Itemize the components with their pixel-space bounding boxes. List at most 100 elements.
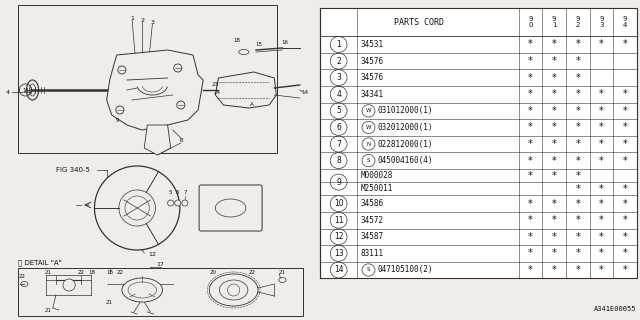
Circle shape bbox=[118, 66, 126, 74]
Text: 14: 14 bbox=[301, 90, 308, 94]
Text: M000028: M000028 bbox=[360, 171, 393, 180]
Text: 10: 10 bbox=[334, 199, 344, 208]
Circle shape bbox=[63, 279, 75, 291]
Text: *: * bbox=[623, 106, 627, 116]
Text: *: * bbox=[575, 139, 580, 149]
Text: FIG 340-5: FIG 340-5 bbox=[56, 167, 90, 173]
Text: 11: 11 bbox=[22, 87, 29, 92]
Text: *: * bbox=[599, 265, 604, 275]
Text: *: * bbox=[623, 139, 627, 149]
Text: *: * bbox=[599, 106, 604, 116]
Text: *: * bbox=[599, 199, 604, 209]
Bar bbox=[19, 268, 303, 316]
Text: 022812000(1): 022812000(1) bbox=[378, 140, 433, 148]
Text: *: * bbox=[623, 265, 627, 275]
Text: 9: 9 bbox=[116, 117, 120, 123]
Text: *: * bbox=[575, 39, 580, 50]
Circle shape bbox=[177, 101, 185, 109]
Ellipse shape bbox=[209, 274, 258, 306]
Text: *: * bbox=[599, 248, 604, 258]
Text: 34531: 34531 bbox=[360, 40, 383, 49]
Text: M250011: M250011 bbox=[360, 184, 393, 193]
Text: *: * bbox=[528, 89, 533, 99]
Text: 16: 16 bbox=[281, 39, 288, 44]
Text: *: * bbox=[528, 73, 533, 83]
Text: *: * bbox=[623, 184, 627, 194]
Text: *: * bbox=[552, 39, 557, 50]
Text: 4: 4 bbox=[6, 90, 10, 94]
Text: 9
2: 9 2 bbox=[575, 16, 580, 28]
Text: *: * bbox=[552, 123, 557, 132]
Circle shape bbox=[116, 106, 124, 114]
Text: *: * bbox=[575, 248, 580, 258]
Text: *: * bbox=[528, 106, 533, 116]
Text: *: * bbox=[575, 184, 580, 194]
Text: 7: 7 bbox=[183, 190, 187, 196]
Text: *: * bbox=[575, 215, 580, 225]
Text: *: * bbox=[552, 106, 557, 116]
Circle shape bbox=[119, 190, 156, 226]
Text: 5: 5 bbox=[169, 190, 172, 196]
Text: 15: 15 bbox=[255, 43, 262, 47]
Text: 18: 18 bbox=[233, 37, 240, 43]
Text: 032012000(1): 032012000(1) bbox=[378, 123, 433, 132]
Text: 1: 1 bbox=[336, 40, 341, 49]
Text: 83111: 83111 bbox=[360, 249, 383, 258]
Text: 21: 21 bbox=[279, 269, 286, 275]
Text: *: * bbox=[623, 39, 627, 50]
Polygon shape bbox=[216, 72, 276, 108]
Text: W: W bbox=[366, 125, 371, 130]
Text: 1: 1 bbox=[130, 15, 134, 20]
Text: 23: 23 bbox=[211, 83, 218, 87]
Text: 8: 8 bbox=[336, 156, 341, 165]
Text: 34576: 34576 bbox=[360, 73, 383, 82]
Text: *: * bbox=[575, 199, 580, 209]
Text: 9: 9 bbox=[336, 178, 341, 187]
Text: *: * bbox=[552, 139, 557, 149]
Text: ⑇ DETAIL "A": ⑇ DETAIL "A" bbox=[19, 260, 62, 266]
Text: 9
0: 9 0 bbox=[529, 16, 533, 28]
Text: 21: 21 bbox=[105, 300, 112, 305]
Text: 21: 21 bbox=[44, 308, 51, 314]
Circle shape bbox=[175, 200, 181, 206]
Text: *: * bbox=[528, 123, 533, 132]
Text: 11: 11 bbox=[334, 216, 344, 225]
Text: *: * bbox=[552, 89, 557, 99]
Text: *: * bbox=[599, 39, 604, 50]
Circle shape bbox=[95, 166, 180, 250]
Text: *: * bbox=[623, 248, 627, 258]
Text: 045004160(4): 045004160(4) bbox=[378, 156, 433, 165]
Text: *: * bbox=[575, 171, 580, 180]
Text: *: * bbox=[599, 156, 604, 166]
Text: 7: 7 bbox=[336, 140, 341, 148]
Text: 34341: 34341 bbox=[360, 90, 383, 99]
Text: 17: 17 bbox=[157, 262, 164, 268]
Text: *: * bbox=[528, 248, 533, 258]
Text: 3: 3 bbox=[336, 73, 341, 82]
Text: *: * bbox=[528, 139, 533, 149]
Text: A: A bbox=[250, 102, 254, 108]
Text: *: * bbox=[623, 89, 627, 99]
Text: *: * bbox=[599, 123, 604, 132]
Text: *: * bbox=[552, 171, 557, 180]
Text: *: * bbox=[552, 156, 557, 166]
Text: 4: 4 bbox=[336, 90, 341, 99]
Text: *: * bbox=[575, 89, 580, 99]
Text: 9
4: 9 4 bbox=[623, 16, 627, 28]
Text: S: S bbox=[367, 268, 371, 272]
Text: *: * bbox=[623, 232, 627, 242]
Text: 9
1: 9 1 bbox=[552, 16, 556, 28]
Text: 22: 22 bbox=[78, 270, 84, 276]
Text: 12: 12 bbox=[148, 252, 156, 258]
Text: *: * bbox=[528, 39, 533, 50]
Text: *: * bbox=[599, 89, 604, 99]
Text: 22: 22 bbox=[116, 270, 124, 276]
Text: PARTS CORD: PARTS CORD bbox=[394, 18, 444, 27]
Text: B: B bbox=[179, 138, 182, 142]
Text: *: * bbox=[528, 199, 533, 209]
Text: *: * bbox=[575, 73, 580, 83]
Text: 34572: 34572 bbox=[360, 216, 383, 225]
Text: 18: 18 bbox=[106, 270, 113, 276]
Text: 9
3: 9 3 bbox=[599, 16, 604, 28]
Text: *: * bbox=[528, 265, 533, 275]
